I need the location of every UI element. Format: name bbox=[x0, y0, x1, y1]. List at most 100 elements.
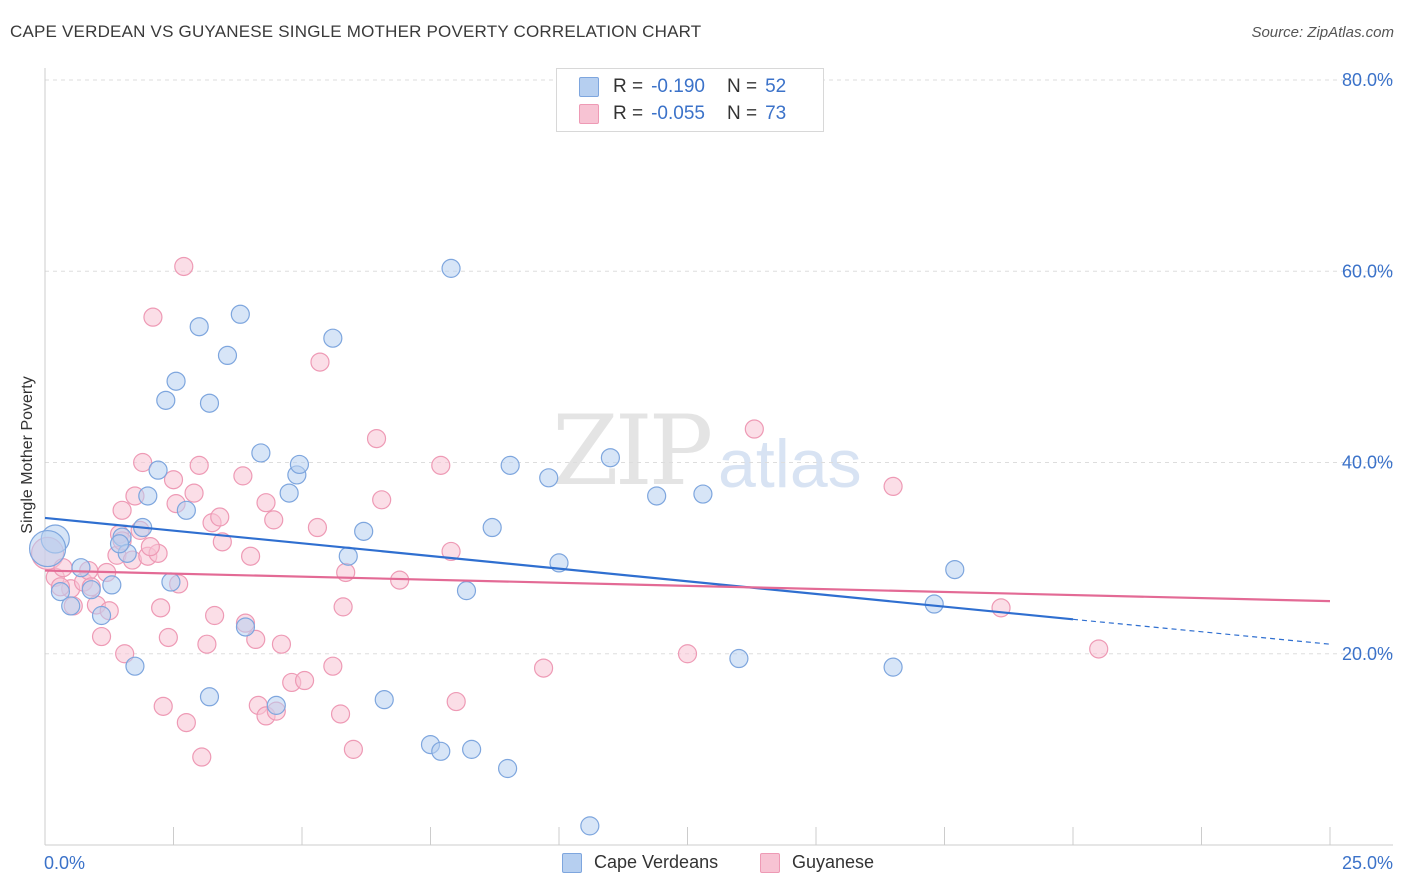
r-value: -0.055 bbox=[651, 103, 705, 124]
guyanese-point bbox=[174, 256, 194, 277]
guyanese-point bbox=[91, 626, 112, 647]
cape-verdean-point bbox=[230, 304, 250, 324]
cape-verdean-point bbox=[729, 648, 749, 669]
cape-verdean-point bbox=[166, 371, 186, 391]
cape-verdean-point bbox=[138, 486, 158, 506]
cape-verdean-trendline bbox=[44, 516, 1074, 621]
cape-verdean-point bbox=[945, 559, 965, 580]
guyanese-point bbox=[533, 658, 554, 678]
r-label: R = bbox=[613, 103, 644, 124]
legend-label: Guyanese bbox=[792, 852, 875, 872]
cape-verdean-point bbox=[176, 500, 196, 520]
guyanese-point bbox=[333, 597, 353, 617]
r-value: -0.190 bbox=[651, 76, 705, 97]
cape-verdean-point bbox=[61, 596, 81, 616]
guyanese-point bbox=[197, 634, 217, 654]
cape-verdean-point bbox=[28, 529, 67, 568]
cape-verdean-point bbox=[217, 345, 238, 365]
guyanese-point bbox=[264, 510, 284, 530]
cape-verdean-point bbox=[50, 581, 71, 602]
watermark-zip: ZIP bbox=[552, 395, 713, 507]
guyanese-point bbox=[431, 455, 451, 475]
cape-verdean-point bbox=[456, 581, 477, 601]
guyanese-point bbox=[163, 470, 184, 490]
guyanese-point bbox=[372, 490, 392, 510]
guyanese-point bbox=[1089, 639, 1109, 659]
guyanese-point bbox=[991, 598, 1011, 618]
cape-verdean-point bbox=[647, 486, 667, 506]
guyanese-point bbox=[176, 712, 196, 733]
guyanese-point bbox=[744, 419, 764, 439]
cape-verdean-trendline-extension bbox=[1072, 618, 1331, 645]
series-legend: Cape Verdeans Guyanese bbox=[0, 852, 1406, 878]
n-label: N = bbox=[726, 76, 758, 97]
blue-swatch bbox=[579, 77, 599, 97]
guyanese-point bbox=[323, 656, 343, 676]
guyanese-point bbox=[441, 541, 461, 562]
cape-verdean-point bbox=[354, 521, 374, 541]
guyanese-point bbox=[246, 629, 266, 650]
guyanese-point bbox=[112, 500, 132, 520]
guyanese-point bbox=[677, 644, 698, 664]
legend-item-guyanese: Guyanese bbox=[760, 852, 874, 873]
guyanese-point bbox=[153, 696, 173, 716]
cape-verdean-point bbox=[199, 687, 220, 707]
guyanese-point bbox=[366, 428, 387, 449]
cape-verdean-point bbox=[580, 816, 600, 836]
pink-swatch bbox=[579, 104, 599, 124]
cape-verdean-point bbox=[91, 605, 112, 626]
guyanese-point bbox=[307, 517, 328, 538]
cape-verdean-point bbox=[323, 328, 343, 348]
guyanese-point bbox=[133, 452, 153, 473]
guyanese-point bbox=[192, 747, 212, 767]
y-tick-label: 40.0% bbox=[1342, 453, 1393, 473]
cape-verdean-point bbox=[462, 739, 482, 759]
cape-verdean-point bbox=[431, 741, 451, 761]
legend-label: Cape Verdeans bbox=[594, 852, 719, 872]
cape-verdean-point bbox=[102, 575, 122, 595]
guyanese-point bbox=[205, 605, 225, 626]
cape-verdean-point bbox=[600, 448, 621, 468]
y-tick-label: 20.0% bbox=[1342, 644, 1393, 664]
guyanese-point bbox=[189, 455, 209, 475]
pink-swatch bbox=[760, 852, 780, 873]
y-tick-label: 80.0% bbox=[1342, 70, 1393, 90]
cape-verdean-point bbox=[279, 483, 299, 503]
cape-verdean-point bbox=[189, 317, 209, 337]
x-tick-label: 25.0% bbox=[1342, 853, 1393, 873]
cape-verdean-point bbox=[148, 460, 168, 480]
guyanese-point bbox=[115, 644, 135, 664]
cape-verdean-point bbox=[71, 558, 91, 578]
x-tick-label: 0.0% bbox=[44, 853, 85, 873]
cape-verdean-point bbox=[199, 393, 220, 413]
legend-item-cape-verdeans: Cape Verdeans bbox=[562, 852, 718, 873]
guyanese-point bbox=[151, 598, 171, 618]
guyanese-point bbox=[241, 546, 261, 566]
cape-verdean-point bbox=[498, 758, 518, 779]
guyanese-point bbox=[143, 307, 163, 327]
r-label: R = bbox=[613, 76, 644, 97]
legend-row-guyanese: R = -0.055 N = 73 bbox=[579, 102, 786, 126]
guyanese-point bbox=[294, 670, 315, 691]
cape-verdean-point bbox=[161, 572, 181, 592]
guyanese-point bbox=[210, 507, 230, 527]
cape-verdean-point bbox=[539, 468, 559, 488]
watermark-atlas: atlas bbox=[718, 426, 862, 502]
y-tick-label: 60.0% bbox=[1342, 261, 1393, 281]
cape-verdean-point bbox=[289, 454, 310, 475]
legend-row-cape-verdeans: R = -0.190 N = 52 bbox=[579, 75, 786, 99]
cape-verdean-point bbox=[266, 695, 286, 715]
guyanese-point bbox=[256, 493, 276, 513]
cape-verdean-point bbox=[693, 484, 713, 504]
cape-verdean-point bbox=[125, 656, 145, 676]
guyanese-point bbox=[883, 476, 903, 497]
cape-verdean-point bbox=[500, 455, 520, 475]
guyanese-point bbox=[310, 352, 330, 372]
correlation-legend: R = -0.190 N = 52 R = -0.055 N = 73 bbox=[556, 68, 824, 132]
source-label: Source: ZipAtlas.com bbox=[1251, 24, 1394, 41]
n-value: 73 bbox=[765, 103, 787, 124]
cape-verdean-point bbox=[374, 690, 394, 710]
guyanese-point bbox=[271, 634, 292, 654]
guyanese-trendline bbox=[44, 569, 1331, 603]
